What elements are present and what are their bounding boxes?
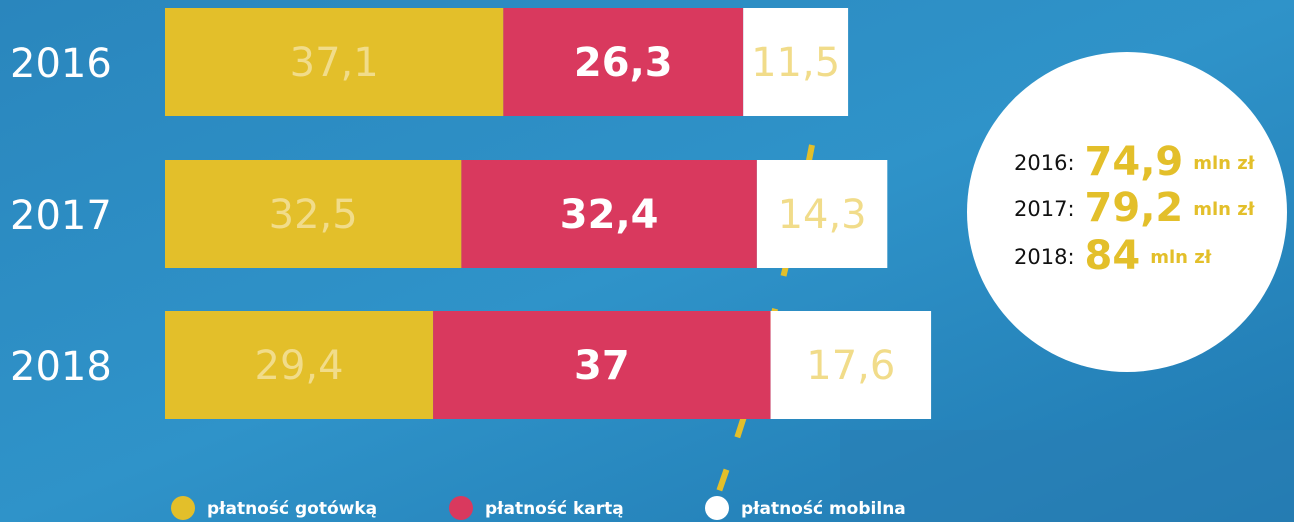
value-label: 37 [574,343,630,389]
value-label: 26,3 [574,40,673,86]
total-year: 2018: [1014,245,1075,269]
bar-segment [743,8,849,116]
total-unit: mln zł [1193,153,1255,174]
value-label: 14,3 [778,192,867,238]
total-value: 79,2 [1085,185,1184,231]
bar-segment [165,311,434,419]
legend-label: płatność kartą [485,499,624,519]
value-label: 29,4 [255,343,344,389]
legend-label: płatność gotówką [207,499,377,519]
total-value: 74,9 [1085,139,1184,185]
total-line: 2017: 79,2 mln zł [1014,185,1256,231]
background-shape [840,430,1294,522]
value-label: 32,4 [560,192,659,238]
total-unit: mln zł [1150,247,1212,268]
category-label: 2017 [10,193,112,239]
category-label: 2016 [10,41,112,87]
category-label: 2018 [10,344,112,390]
total-year: 2017: [1014,197,1075,221]
total-line: 2016: 74,9 mln zł [1014,139,1256,185]
value-label: 11,5 [751,40,840,86]
bar-segment [165,8,504,116]
total-line: 2018: 84 mln zł [1014,233,1213,279]
bar-segment [433,311,771,419]
legend-swatch [171,496,195,520]
totals-circle [967,52,1287,372]
value-label: 32,5 [269,192,358,238]
total-value: 84 [1085,233,1141,279]
total-year: 2016: [1014,151,1075,175]
bar-segment [461,160,757,268]
bar-segment [503,8,744,116]
bar-segment [770,311,932,419]
value-label: 37,1 [290,40,379,86]
total-unit: mln zł [1193,199,1255,220]
bar-segment [165,160,462,268]
value-label: 17,6 [806,343,895,389]
bar-segment [756,160,888,268]
legend-swatch [449,496,473,520]
legend-swatch [705,496,729,520]
legend-label: płatność mobilna [741,499,906,519]
